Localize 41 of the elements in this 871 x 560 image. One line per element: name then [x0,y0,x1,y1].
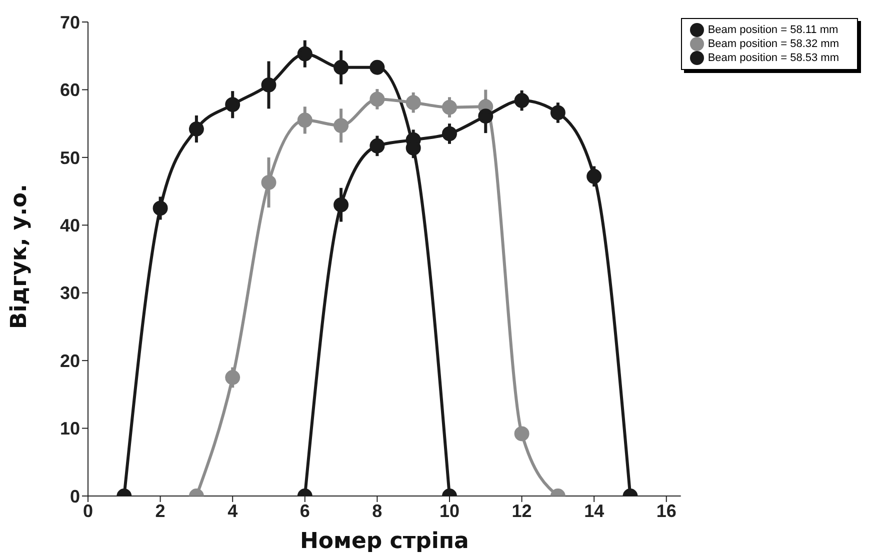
x-tick-label: 0 [82,500,94,521]
x-tick-label: 4 [228,500,238,521]
x-tick-label: 2 [155,500,166,521]
y-tick-label: 20 [60,350,80,371]
point [297,112,312,128]
legend-label: Beam position = 58.32 mm [708,38,839,50]
point [188,121,204,136]
point [370,60,385,75]
point [261,174,276,190]
y-tick-label: 60 [60,80,80,100]
x-tick-label: 6 [300,500,310,521]
y-tick-label: 30 [60,283,80,304]
point [478,108,494,124]
point [550,105,566,120]
point [442,126,457,142]
point [225,97,240,112]
point [261,77,276,92]
point [514,93,530,108]
point [334,60,349,75]
point [370,138,385,154]
x-tick-label: 8 [372,500,382,521]
y-tick-label: 40 [60,216,80,236]
y-tick-label: 0 [70,486,80,506]
point [406,95,421,110]
x-tick-label: 14 [584,500,604,521]
y-axis-title: Відгук, у.о. [6,184,32,329]
point [297,46,312,62]
y-tick-label: 70 [60,12,80,32]
y-tick-label: 10 [60,418,80,439]
point [334,118,349,134]
y-tick-label: 50 [60,148,80,168]
point [152,200,168,216]
x-tick-label: 12 [512,500,532,521]
point [442,100,457,115]
x-tick-label: 10 [439,500,460,521]
x-tick-label: 16 [656,500,676,521]
point [370,92,385,107]
legend-label: Beam position = 58.53 mm [708,52,839,64]
point [586,168,602,184]
point [334,197,349,212]
legend-label: Beam position = 58.11 mm [708,24,838,36]
